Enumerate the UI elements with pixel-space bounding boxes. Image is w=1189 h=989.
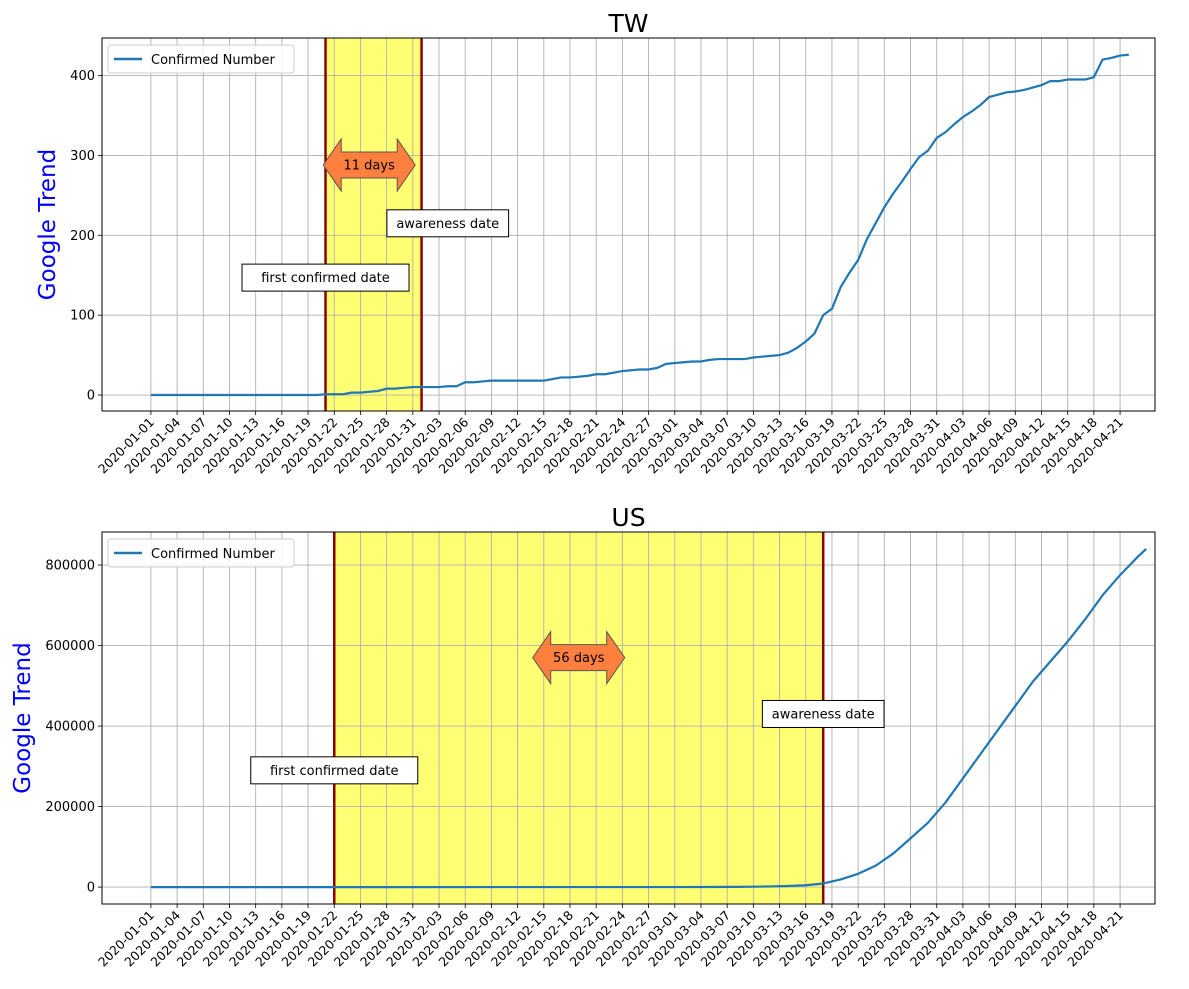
legend: Confirmed Number bbox=[107, 44, 295, 74]
y-tick-label: 200 bbox=[70, 229, 95, 244]
y-tick-label: 0 bbox=[87, 881, 95, 896]
annotation-label: first confirmed date bbox=[261, 271, 390, 286]
y-tick-label: 100 bbox=[70, 309, 95, 324]
annotation-label: first confirmed date bbox=[270, 764, 399, 779]
y-tick-label: 400000 bbox=[45, 720, 95, 735]
annotation-label: awareness date bbox=[396, 217, 499, 232]
chart-title: TW bbox=[608, 9, 649, 38]
y-tick-label: 0 bbox=[87, 389, 95, 404]
series-line-confirmed-number bbox=[150, 548, 1148, 889]
double-arrow-shape bbox=[532, 629, 626, 686]
legend: Confirmed Number bbox=[107, 538, 295, 568]
y-tick-label: 200000 bbox=[45, 800, 95, 815]
series-line-confirmed-number bbox=[150, 53, 1129, 397]
legend-label: Confirmed Number bbox=[151, 53, 275, 68]
axes-frame bbox=[101, 37, 1156, 412]
y-tick-label: 600000 bbox=[45, 639, 95, 654]
annotation-label: awareness date bbox=[772, 707, 875, 722]
annotation-box bbox=[386, 209, 510, 238]
duration-label: 11 days bbox=[343, 158, 395, 173]
double-arrow-shape bbox=[322, 137, 416, 193]
shaded-span bbox=[334, 532, 824, 904]
annotation-box bbox=[241, 263, 410, 292]
legend-box bbox=[107, 44, 295, 74]
y-tick-label: 400 bbox=[70, 69, 95, 84]
y-axis-label: Google Trend bbox=[10, 642, 36, 793]
y-axis-label: Google Trend bbox=[35, 149, 61, 300]
y-tick-label: 300 bbox=[70, 149, 95, 164]
legend-box bbox=[107, 538, 295, 568]
chart-title: US bbox=[611, 503, 645, 532]
y-tick-label: 800000 bbox=[45, 559, 95, 574]
axes-frame bbox=[101, 531, 1156, 905]
annotation-box bbox=[761, 699, 885, 728]
duration-label: 56 days bbox=[553, 651, 605, 666]
annotation-box bbox=[250, 756, 419, 785]
legend-label: Confirmed Number bbox=[151, 547, 275, 562]
